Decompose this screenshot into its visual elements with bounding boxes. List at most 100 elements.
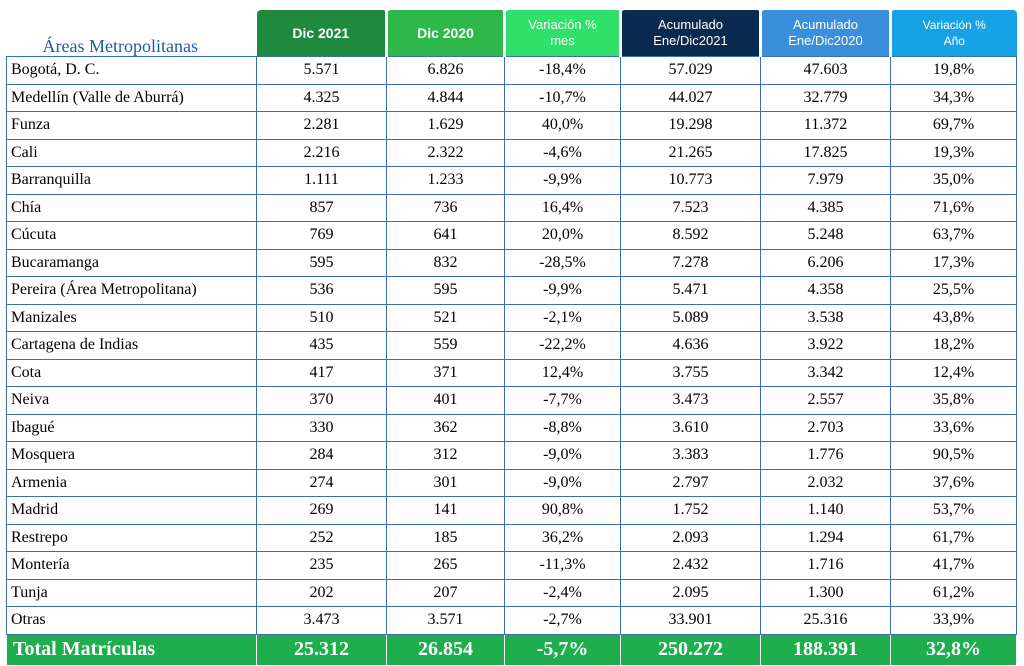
- variacion-mes-cell: -9,9%: [504, 276, 621, 305]
- col-header-line2: Ene/Dic2020: [788, 33, 863, 48]
- variacion-anio-cell: 33,6%: [890, 413, 1017, 442]
- area-name-cell: Madrid: [6, 496, 257, 525]
- dic-2020-cell: 641: [386, 221, 505, 250]
- dic-2021-cell: 269: [256, 496, 387, 525]
- variacion-mes-cell: -2,4%: [504, 578, 621, 607]
- area-name-cell: Bucaramanga: [6, 248, 257, 277]
- variacion-mes-cell: 16,4%: [504, 193, 621, 222]
- table-header: Áreas Metropolitanas Dic 2021 Dic 2020 V…: [6, 10, 1017, 57]
- table-row: Medellín (Valle de Aburrá) 4.325 4.844 -10,…: [6, 83, 1017, 112]
- variacion-anio-cell: 37,6%: [890, 468, 1017, 497]
- variacion-anio-cell: 25,5%: [890, 276, 1017, 305]
- metro-areas-table-container: Áreas Metropolitanas Dic 2021 Dic 2020 V…: [6, 10, 1017, 666]
- total-dic-2020-cell: 26.854: [386, 633, 505, 666]
- dic-2020-cell: 595: [386, 276, 505, 305]
- total-acumulado-2021-cell: 250.272: [620, 633, 761, 666]
- area-name-cell: Manizales: [6, 303, 257, 332]
- table-row: Armenia 274 301 -9,0% 2.797 2.032 37,6%: [6, 468, 1017, 497]
- area-name-cell: Medellín (Valle de Aburrá): [6, 83, 257, 112]
- acumulado-2020-cell: 4.385: [760, 193, 891, 222]
- dic-2020-cell: 1.233: [386, 166, 505, 195]
- variacion-anio-cell: 12,4%: [890, 358, 1017, 387]
- area-name-cell: Ibagué: [6, 413, 257, 442]
- dic-2020-cell: 141: [386, 496, 505, 525]
- col-header-line2: Año: [943, 34, 965, 48]
- area-name-cell: Funza: [6, 111, 257, 140]
- variacion-anio-cell: 18,2%: [890, 331, 1017, 360]
- variacion-mes-cell: -9,0%: [504, 441, 621, 470]
- acumulado-2021-cell: 33.901: [620, 606, 761, 635]
- dic-2020-cell: 736: [386, 193, 505, 222]
- variacion-anio-cell: 19,3%: [890, 138, 1017, 167]
- table-title: Áreas Metropolitanas: [6, 10, 257, 57]
- dic-2020-cell: 6.826: [386, 56, 505, 85]
- dic-2021-cell: 330: [256, 413, 387, 442]
- table-row: Bogotá, D. C. 5.571 6.826 -18,4% 57.029 47.60…: [6, 56, 1017, 85]
- dic-2020-cell: 3.571: [386, 606, 505, 635]
- variacion-mes-cell: -2,7%: [504, 606, 621, 635]
- dic-2020-cell: 301: [386, 468, 505, 497]
- acumulado-2020-cell: 3.538: [760, 303, 891, 332]
- table-row: Otras 3.473 3.571 -2,7% 33.901 25.316 33,9%: [6, 606, 1017, 635]
- total-dic-2021-cell: 25.312: [256, 633, 387, 666]
- acumulado-2020-cell: 25.316: [760, 606, 891, 635]
- dic-2020-cell: 185: [386, 523, 505, 552]
- acumulado-2020-cell: 1.140: [760, 496, 891, 525]
- table-row: Cota 417 371 12,4% 3.755 3.342 12,4%: [6, 358, 1017, 387]
- acumulado-2020-cell: 4.358: [760, 276, 891, 305]
- dic-2020-cell: 4.844: [386, 83, 505, 112]
- table-row: Pereira (Área Metropolitana) 536 595 -9,9% 5…: [6, 276, 1017, 305]
- col-header-line1: Acumulado: [792, 17, 859, 32]
- col-header-variacion-anio: Variación % Año: [890, 10, 1017, 57]
- acumulado-2020-cell: 1.294: [760, 523, 891, 552]
- dic-2020-cell: 207: [386, 578, 505, 607]
- col-header-dic-2020: Dic 2020: [386, 10, 506, 57]
- dic-2021-cell: 2.281: [256, 111, 387, 140]
- variacion-anio-cell: 41,7%: [890, 551, 1017, 580]
- col-header-line2: mes: [550, 33, 575, 48]
- dic-2021-cell: 417: [256, 358, 387, 387]
- table-row: Neiva 370 401 -7,7% 3.473 2.557 35,8%: [6, 386, 1017, 415]
- variacion-mes-cell: -2,1%: [504, 303, 621, 332]
- col-header-line1: Variación %: [922, 18, 986, 32]
- table-row: Tunja 202 207 -2,4% 2.095 1.300 61,2%: [6, 578, 1017, 607]
- acumulado-2020-cell: 17.825: [760, 138, 891, 167]
- acumulado-2020-cell: 1.716: [760, 551, 891, 580]
- dic-2021-cell: 435: [256, 331, 387, 360]
- col-header-line1: Variación %: [528, 17, 597, 32]
- acumulado-2021-cell: 44.027: [620, 83, 761, 112]
- area-name-cell: Otras: [6, 606, 257, 635]
- dic-2020-cell: 832: [386, 248, 505, 277]
- dic-2020-cell: 371: [386, 358, 505, 387]
- total-acumulado-2020-cell: 188.391: [760, 633, 891, 666]
- dic-2021-cell: 4.325: [256, 83, 387, 112]
- variacion-mes-cell: -8,8%: [504, 413, 621, 442]
- acumulado-2021-cell: 21.265: [620, 138, 761, 167]
- variacion-anio-cell: 34,3%: [890, 83, 1017, 112]
- area-name-cell: Montería: [6, 551, 257, 580]
- table-row: Montería 235 265 -11,3% 2.432 1.716 41,7%: [6, 551, 1017, 580]
- col-header-line2: Ene/Dic2021: [653, 33, 728, 48]
- acumulado-2021-cell: 2.432: [620, 551, 761, 580]
- dic-2020-cell: 1.629: [386, 111, 505, 140]
- dic-2020-cell: 401: [386, 386, 505, 415]
- col-header-line1: Acumulado: [657, 17, 724, 32]
- table-row: Restrepo 252 185 36,2% 2.093 1.294 61,7%: [6, 523, 1017, 552]
- dic-2021-cell: 595: [256, 248, 387, 277]
- variacion-mes-cell: -7,7%: [504, 386, 621, 415]
- col-header-variacion-mes: Variación % mes: [504, 10, 622, 57]
- acumulado-2021-cell: 2.093: [620, 523, 761, 552]
- dic-2021-cell: 252: [256, 523, 387, 552]
- variacion-anio-cell: 43,8%: [890, 303, 1017, 332]
- table-row: Barranquilla 1.111 1.233 -9,9% 10.773 7.979 35…: [6, 166, 1017, 195]
- acumulado-2020-cell: 2.032: [760, 468, 891, 497]
- variacion-anio-cell: 35,0%: [890, 166, 1017, 195]
- variacion-mes-cell: -4,6%: [504, 138, 621, 167]
- acumulado-2020-cell: 5.248: [760, 221, 891, 250]
- table-row: Cúcuta 769 641 20,0% 8.592 5.248 63,7%: [6, 221, 1017, 250]
- variacion-mes-cell: -9,0%: [504, 468, 621, 497]
- table-row: Ibagué 330 362 -8,8% 3.610 2.703 33,6%: [6, 413, 1017, 442]
- dic-2021-cell: 274: [256, 468, 387, 497]
- area-name-cell: Cartagena de Indias: [6, 331, 257, 360]
- area-name-cell: Bogotá, D. C.: [6, 56, 257, 85]
